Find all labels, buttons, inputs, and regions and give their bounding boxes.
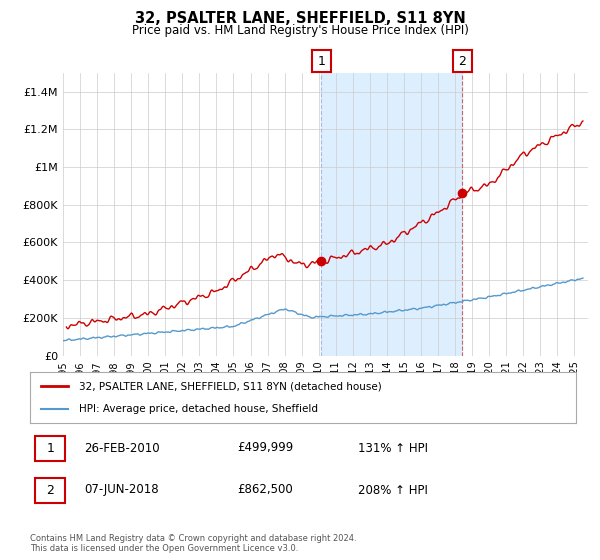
Text: 07-JUN-2018: 07-JUN-2018: [85, 483, 159, 497]
Text: £862,500: £862,500: [238, 483, 293, 497]
Text: 2: 2: [458, 54, 466, 68]
Text: 1: 1: [46, 441, 54, 455]
Text: 2: 2: [46, 483, 54, 497]
FancyBboxPatch shape: [35, 478, 65, 502]
Bar: [321, 73, 463, 356]
Text: 26-FEB-2010: 26-FEB-2010: [85, 441, 160, 455]
Text: 1: 1: [317, 54, 325, 68]
Text: 32, PSALTER LANE, SHEFFIELD, S11 8YN (detached house): 32, PSALTER LANE, SHEFFIELD, S11 8YN (de…: [79, 381, 382, 391]
Text: 131% ↑ HPI: 131% ↑ HPI: [358, 441, 428, 455]
Text: 32, PSALTER LANE, SHEFFIELD, S11 8YN: 32, PSALTER LANE, SHEFFIELD, S11 8YN: [134, 11, 466, 26]
FancyBboxPatch shape: [35, 436, 65, 460]
Text: Price paid vs. HM Land Registry's House Price Index (HPI): Price paid vs. HM Land Registry's House …: [131, 24, 469, 37]
Text: Contains HM Land Registry data © Crown copyright and database right 2024.
This d: Contains HM Land Registry data © Crown c…: [30, 534, 356, 553]
Text: 208% ↑ HPI: 208% ↑ HPI: [358, 483, 427, 497]
Text: HPI: Average price, detached house, Sheffield: HPI: Average price, detached house, Shef…: [79, 404, 318, 414]
Text: £499,999: £499,999: [238, 441, 294, 455]
